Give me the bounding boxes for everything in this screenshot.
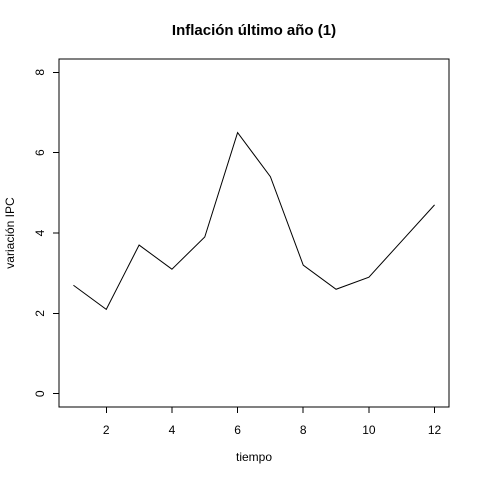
y-tick-label: 8: [33, 69, 47, 76]
x-tick-label: 12: [428, 423, 442, 437]
chart-title: Inflación último año (1): [172, 22, 336, 39]
y-tick-label: 4: [33, 229, 47, 236]
x-tick-label: 10: [362, 423, 376, 437]
y-axis-label: variación IPC: [3, 197, 17, 269]
y-axis: 0 2 4 6 8: [33, 69, 60, 397]
y-tick-label: 2: [33, 310, 47, 317]
x-axis: 2 4 6 8 10 12: [103, 406, 442, 437]
plot-frame: [58, 58, 450, 408]
y-tick-label: 6: [33, 149, 47, 156]
series-line: [73, 131, 435, 311]
y-tick-label: 0: [33, 390, 47, 397]
x-tick-label: 4: [169, 423, 176, 437]
x-tick-label: 8: [300, 423, 307, 437]
x-tick-label: 2: [103, 423, 110, 437]
x-tick-label: 6: [234, 423, 241, 437]
x-axis-label: tiempo: [236, 450, 272, 464]
